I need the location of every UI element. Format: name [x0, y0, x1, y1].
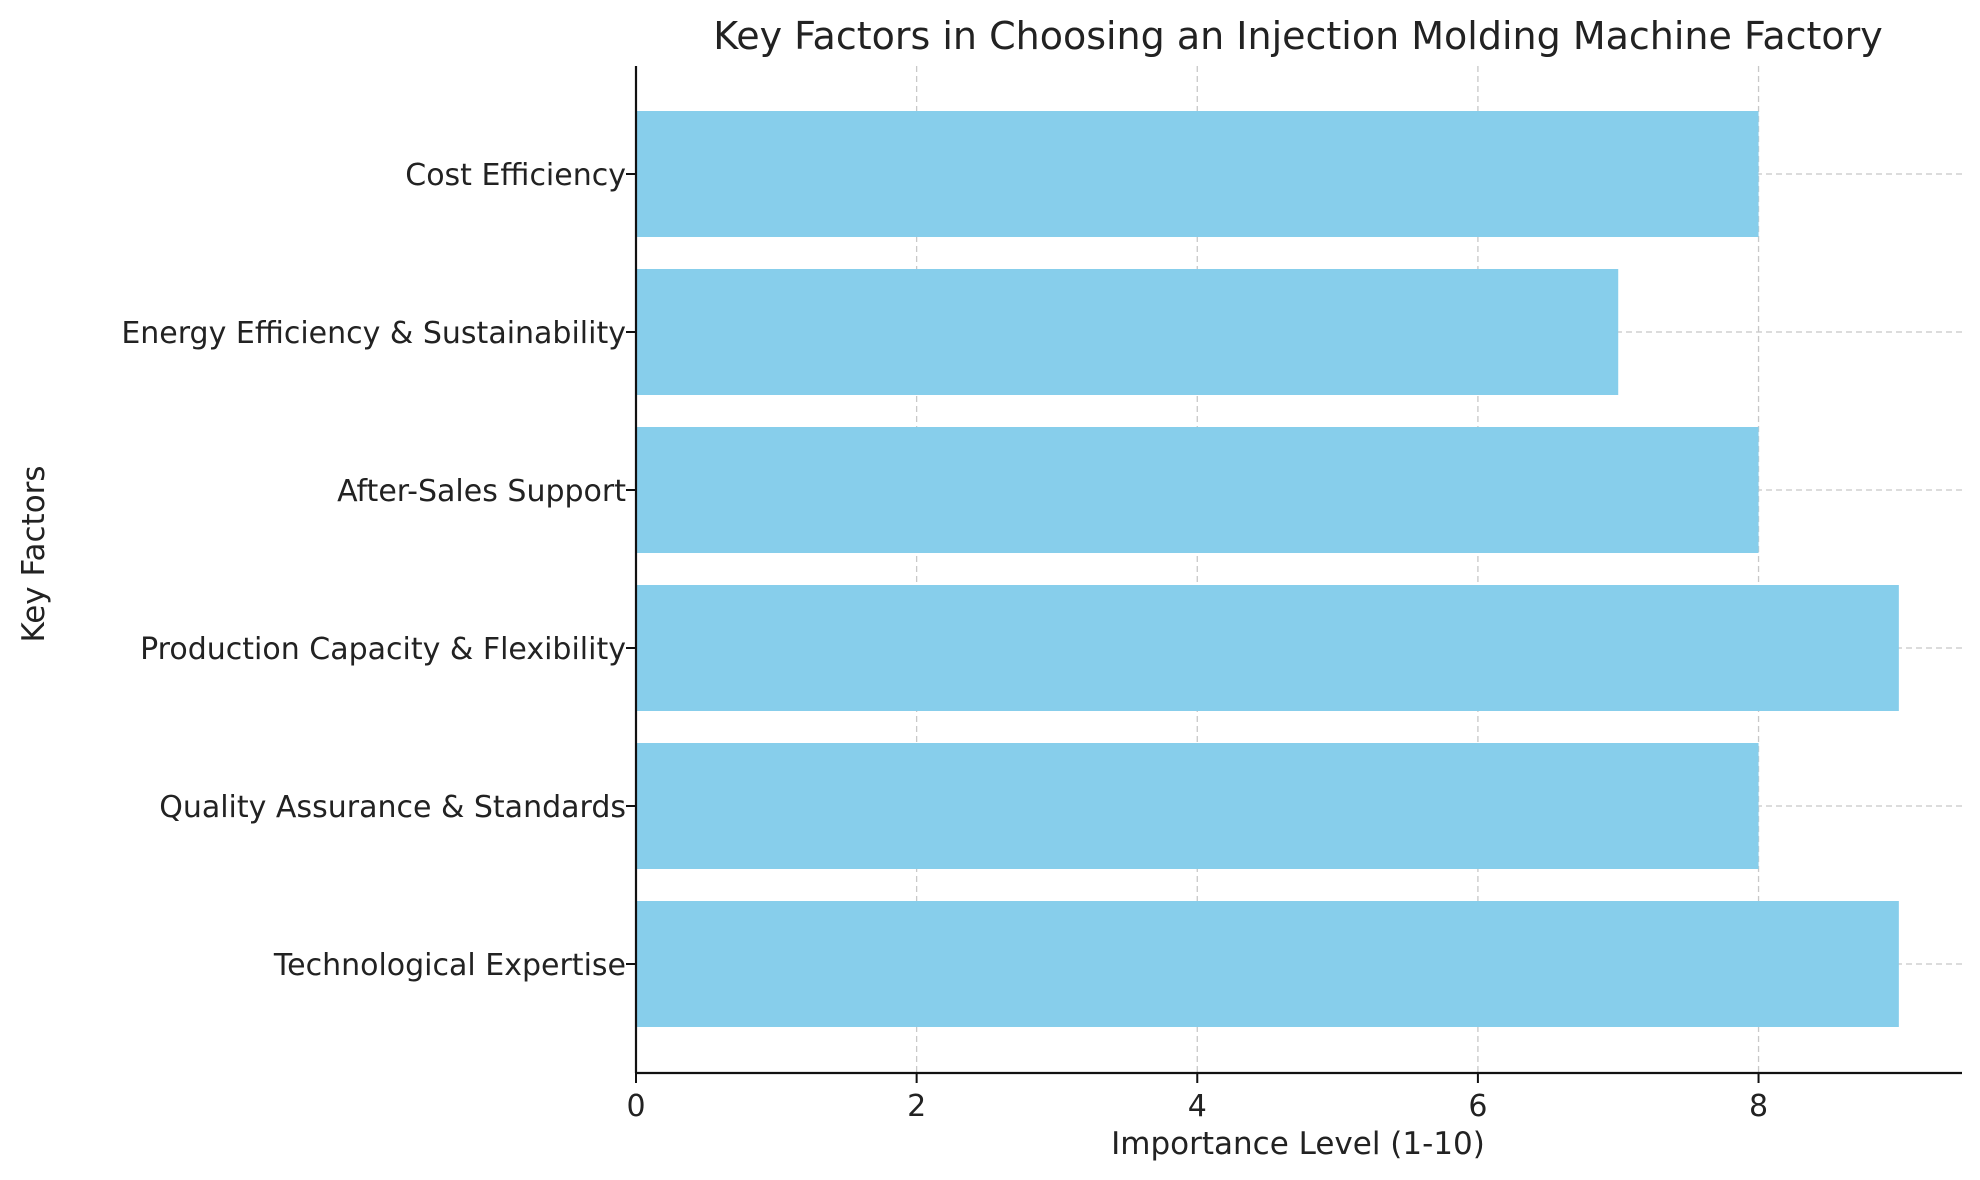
y-tick-label: Cost Efficiency — [405, 158, 626, 193]
x-tick-label: 6 — [1468, 1089, 1487, 1124]
x-axis-title: Importance Level (1-10) — [1111, 1126, 1485, 1162]
x-tick-label: 8 — [1749, 1089, 1768, 1124]
bar — [636, 269, 1619, 395]
bars — [636, 111, 1899, 1027]
chart-title: Key Factors in Choosing an Injection Mol… — [713, 14, 1883, 58]
x-tick-label: 4 — [1188, 1089, 1207, 1124]
bar — [636, 585, 1899, 711]
bar — [636, 901, 1899, 1027]
axes: 0 2 4 6 8 Technological Expertise Quality Assu… — [121, 66, 1962, 1124]
y-tick-label: Technological Expertise — [273, 948, 626, 983]
y-tick-label: Energy Efficiency & Sustainability — [121, 316, 626, 351]
x-tick-label: 2 — [907, 1089, 926, 1124]
y-tick-label: Quality Assurance & Standards — [159, 790, 626, 825]
y-tick-label: Production Capacity & Flexibility — [140, 632, 626, 667]
bar — [636, 111, 1759, 237]
bar — [636, 743, 1759, 869]
y-axis-title: Key Factors — [16, 465, 52, 642]
y-tick-label: After-Sales Support — [337, 474, 626, 509]
bar — [636, 427, 1759, 553]
x-tick-label: 0 — [626, 1089, 645, 1124]
